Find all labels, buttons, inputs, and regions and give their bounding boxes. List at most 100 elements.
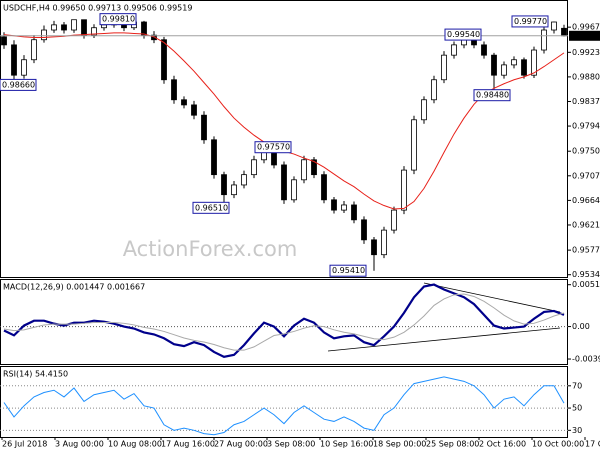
- candle-body: [331, 199, 337, 211]
- annotation-box: [511, 15, 549, 28]
- candle-body: [521, 59, 527, 76]
- panel-title: USDCHF,H4 0.99650 0.99713 0.99506 0.9951…: [3, 4, 192, 13]
- candle-body: [531, 49, 537, 76]
- candle-body: [81, 19, 87, 36]
- current-price-label: 0.99519: [571, 31, 600, 40]
- indicator-line: [3, 376, 565, 436]
- candle-body: [501, 64, 507, 76]
- candle-body: [211, 139, 217, 176]
- x-tick-label: 10 Aug 08:00: [108, 440, 162, 449]
- annotation-label: 0.97570: [257, 143, 290, 152]
- candle-body: [481, 44, 487, 56]
- x-tick-label: 26 Jul 2018: [2, 440, 47, 449]
- annotation-box: [99, 13, 137, 26]
- y-tick-label: 0.00: [572, 322, 590, 331]
- candle-body: [551, 21, 557, 31]
- x-tick-label: 17 Aug 16:00: [161, 440, 215, 449]
- candle-body: [201, 114, 207, 141]
- candle-body: [31, 39, 37, 61]
- candle-body: [161, 39, 167, 81]
- annotation-label: 0.95410: [332, 266, 365, 275]
- annotation-box: [192, 201, 230, 214]
- candle-body: [311, 159, 317, 176]
- y-tick-label: 70: [572, 381, 582, 390]
- candle-body: [561, 27, 567, 37]
- candle-body: [281, 164, 287, 201]
- candle-body: [171, 79, 177, 101]
- x-tick-label: 25 Sep 08:00: [426, 440, 479, 449]
- annotation-box: [444, 28, 482, 41]
- candle-body: [341, 204, 347, 211]
- candle-body: [411, 119, 417, 171]
- candle-body: [221, 174, 227, 196]
- annotation-label: 0.96510: [195, 203, 228, 212]
- candle-body: [1, 36, 7, 46]
- candle-body: [241, 174, 247, 186]
- candle-body: [101, 24, 107, 29]
- annotation-box: [329, 264, 367, 277]
- candle-body: [91, 27, 97, 36]
- candle-body: [11, 44, 17, 76]
- annotation-box: [0, 78, 37, 91]
- trend-line: [327, 327, 561, 352]
- candle-body: [191, 104, 197, 116]
- candle-body: [21, 59, 27, 76]
- candle-body: [541, 29, 547, 51]
- indicator-line: [3, 283, 565, 358]
- x-tick-label: 27 Aug 00:00: [214, 440, 268, 449]
- candle-body: [391, 209, 397, 231]
- trend-line: [423, 282, 561, 313]
- annotation-label: 0.99810: [102, 15, 135, 24]
- x-tick-label: 17 Oct 08:00: [585, 440, 600, 449]
- macd-panel: [0, 279, 568, 365]
- candle-body: [301, 159, 307, 181]
- x-tick-label: 10 Sep 16:00: [320, 440, 373, 449]
- candle-body: [431, 79, 437, 101]
- watermark: ActionForex.com: [123, 237, 298, 261]
- y-tick-label: 50: [572, 404, 582, 413]
- panel-title: MACD(12,26,9) 0.001447 0.001667: [3, 283, 145, 292]
- candle-body: [441, 54, 447, 81]
- annotation-label: 0.99540: [447, 30, 480, 39]
- annotation-label: 0.99770: [514, 17, 547, 26]
- rsi-panel: [0, 366, 568, 438]
- candle-body: [371, 239, 377, 256]
- annotation-label: 0.98480: [476, 91, 509, 100]
- candle-body: [351, 204, 357, 221]
- annotation-box: [473, 89, 511, 102]
- candle-body: [451, 44, 457, 56]
- candle-body: [401, 169, 407, 211]
- x-tick-label: 10 Oct 00:00: [532, 440, 584, 449]
- x-tick-label: 3 Aug 00:00: [55, 440, 104, 449]
- x-tick-label: 3 Sep 08:00: [267, 440, 315, 449]
- candle-body: [491, 54, 497, 76]
- y-tick-label: 0.005145: [572, 280, 600, 289]
- y-tick-label: -0.003989: [572, 355, 600, 364]
- candle-body: [141, 21, 147, 36]
- candle-body: [321, 174, 327, 201]
- candle-body: [421, 99, 427, 121]
- indicator-line: [3, 293, 565, 351]
- current-price-box: [569, 30, 600, 41]
- candle-body: [361, 219, 367, 241]
- candle-body: [291, 179, 297, 201]
- candle-body: [381, 229, 387, 256]
- candle-body: [251, 159, 257, 176]
- candle-body: [511, 59, 517, 66]
- annotation-box: [254, 141, 292, 154]
- candle-body: [231, 184, 237, 196]
- candle-body: [71, 19, 77, 31]
- x-tick-label: 2 Oct 16:00: [479, 440, 526, 449]
